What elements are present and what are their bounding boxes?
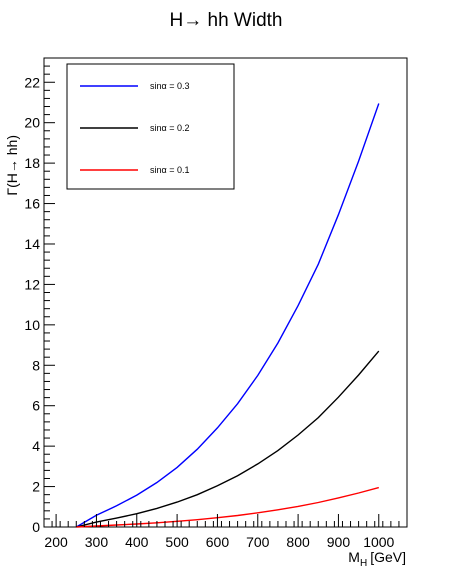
x-tick-label: 600 bbox=[206, 534, 230, 550]
series-line bbox=[76, 350, 380, 528]
y-tick-label: 12 bbox=[24, 276, 40, 292]
x-axis-label-subscript: H bbox=[360, 558, 367, 569]
x-axis-label: MH [GeV] bbox=[348, 549, 406, 569]
legend-label: sinα = 0.2 bbox=[150, 123, 189, 133]
legend-label: sinα = 0.3 bbox=[150, 81, 189, 91]
legend: sinα = 0.3 sinα = 0.2 sinα = 0.1 bbox=[66, 63, 235, 190]
x-tick-label: 800 bbox=[286, 534, 310, 550]
x-axis: 200 300 400 500 600 700 800 900 1000 bbox=[44, 514, 400, 550]
x-tick-label: 1000 bbox=[363, 534, 394, 550]
x-tick-label: 500 bbox=[165, 534, 189, 550]
legend-label: sinα = 0.1 bbox=[150, 165, 189, 175]
y-tick-label: 20 bbox=[24, 115, 40, 131]
y-axis-label: Γ(H→ hh) bbox=[4, 135, 20, 196]
y-tick-label: 4 bbox=[32, 438, 40, 454]
x-tick-label: 700 bbox=[246, 534, 270, 550]
x-tick-label: 300 bbox=[85, 534, 109, 550]
series-line bbox=[75, 103, 380, 528]
x-tick-label: 200 bbox=[44, 534, 68, 550]
y-axis: 0 2 4 6 8 10 12 14 16 18 20 22 bbox=[24, 57, 55, 535]
x-axis-label-unit: [GeV] bbox=[370, 549, 406, 565]
chart-title: H→ hh Width bbox=[170, 10, 283, 31]
y-tick-label: 10 bbox=[24, 317, 40, 333]
y-tick-label: 2 bbox=[32, 479, 40, 495]
y-tick-label: 22 bbox=[24, 74, 40, 90]
legend-box bbox=[66, 63, 235, 190]
y-tick-label: 0 bbox=[32, 519, 40, 535]
y-tick-label: 16 bbox=[24, 196, 40, 212]
x-tick-label: 900 bbox=[327, 534, 351, 550]
x-tick-label: 400 bbox=[125, 534, 149, 550]
y-tick-label: 18 bbox=[24, 155, 40, 171]
y-tick-label: 6 bbox=[32, 398, 40, 414]
series-line bbox=[76, 486, 379, 528]
curves bbox=[75, 103, 380, 528]
y-tick-label: 8 bbox=[32, 357, 40, 373]
x-axis-label-main: M bbox=[348, 549, 360, 565]
y-tick-label: 14 bbox=[24, 236, 40, 252]
